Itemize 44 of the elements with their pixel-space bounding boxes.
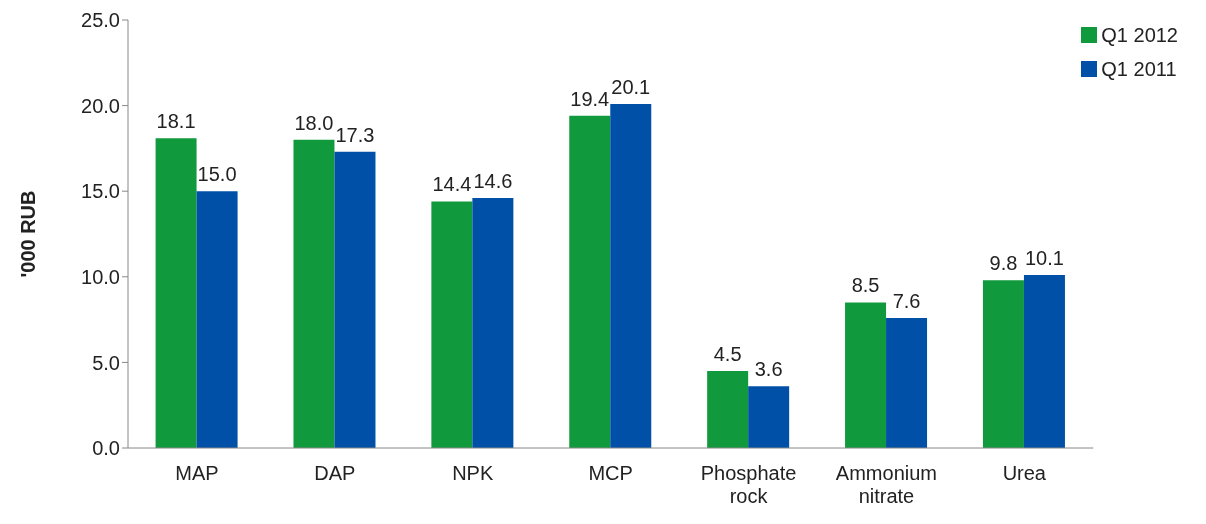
- bar: [472, 198, 514, 448]
- x-tick-label: Urea: [1002, 462, 1047, 484]
- data-label: 17.3: [335, 123, 375, 146]
- data-label: 19.4: [570, 87, 610, 110]
- x-tick-label: MCP: [588, 462, 633, 484]
- data-label: 14.6: [473, 170, 513, 193]
- bar: [707, 370, 749, 448]
- y-tick-label: 0.0: [92, 437, 120, 460]
- data-label: 8.5: [851, 274, 880, 297]
- bar: [886, 317, 928, 448]
- x-tick-label: Ammonium nitrate: [835, 462, 937, 507]
- data-label: 20.1: [611, 75, 651, 98]
- data-label: 14.4: [432, 173, 472, 196]
- bar: [293, 139, 335, 448]
- bar: [196, 191, 238, 448]
- bar: [748, 386, 790, 448]
- data-label: 15.0: [197, 163, 237, 186]
- bar: [1023, 275, 1065, 448]
- bar: [155, 138, 197, 448]
- data-label: 9.8: [989, 252, 1018, 275]
- x-tick-label: DAP: [314, 462, 356, 484]
- y-tick-label: 15.0: [81, 180, 120, 203]
- data-label: 3.6: [754, 358, 783, 381]
- x-tick-label: MAP: [175, 462, 219, 484]
- bar: [610, 103, 652, 448]
- data-label: 10.1: [1024, 247, 1064, 270]
- y-tick-label: 10.0: [81, 265, 120, 288]
- legend-label: Q1 2011: [1101, 57, 1177, 82]
- bar: [982, 280, 1024, 448]
- y-axis-title: '000 RUB: [17, 190, 40, 278]
- bar: [334, 151, 376, 448]
- data-label: 4.5: [713, 342, 742, 365]
- bar: [431, 201, 473, 448]
- y-tick-label: 25.0: [81, 9, 120, 32]
- x-tick-label: Phosphate rock: [700, 462, 797, 507]
- x-tick-label: NPK: [452, 462, 494, 484]
- bar: [569, 115, 611, 448]
- data-label: 18.1: [156, 110, 196, 133]
- bar: [845, 302, 887, 448]
- legend-label: Q1 2012: [1101, 23, 1178, 48]
- data-label: 18.0: [294, 111, 334, 134]
- y-tick-label: 5.0: [92, 351, 120, 374]
- data-label: 7.6: [892, 289, 921, 312]
- y-tick-label: 20.0: [81, 94, 120, 117]
